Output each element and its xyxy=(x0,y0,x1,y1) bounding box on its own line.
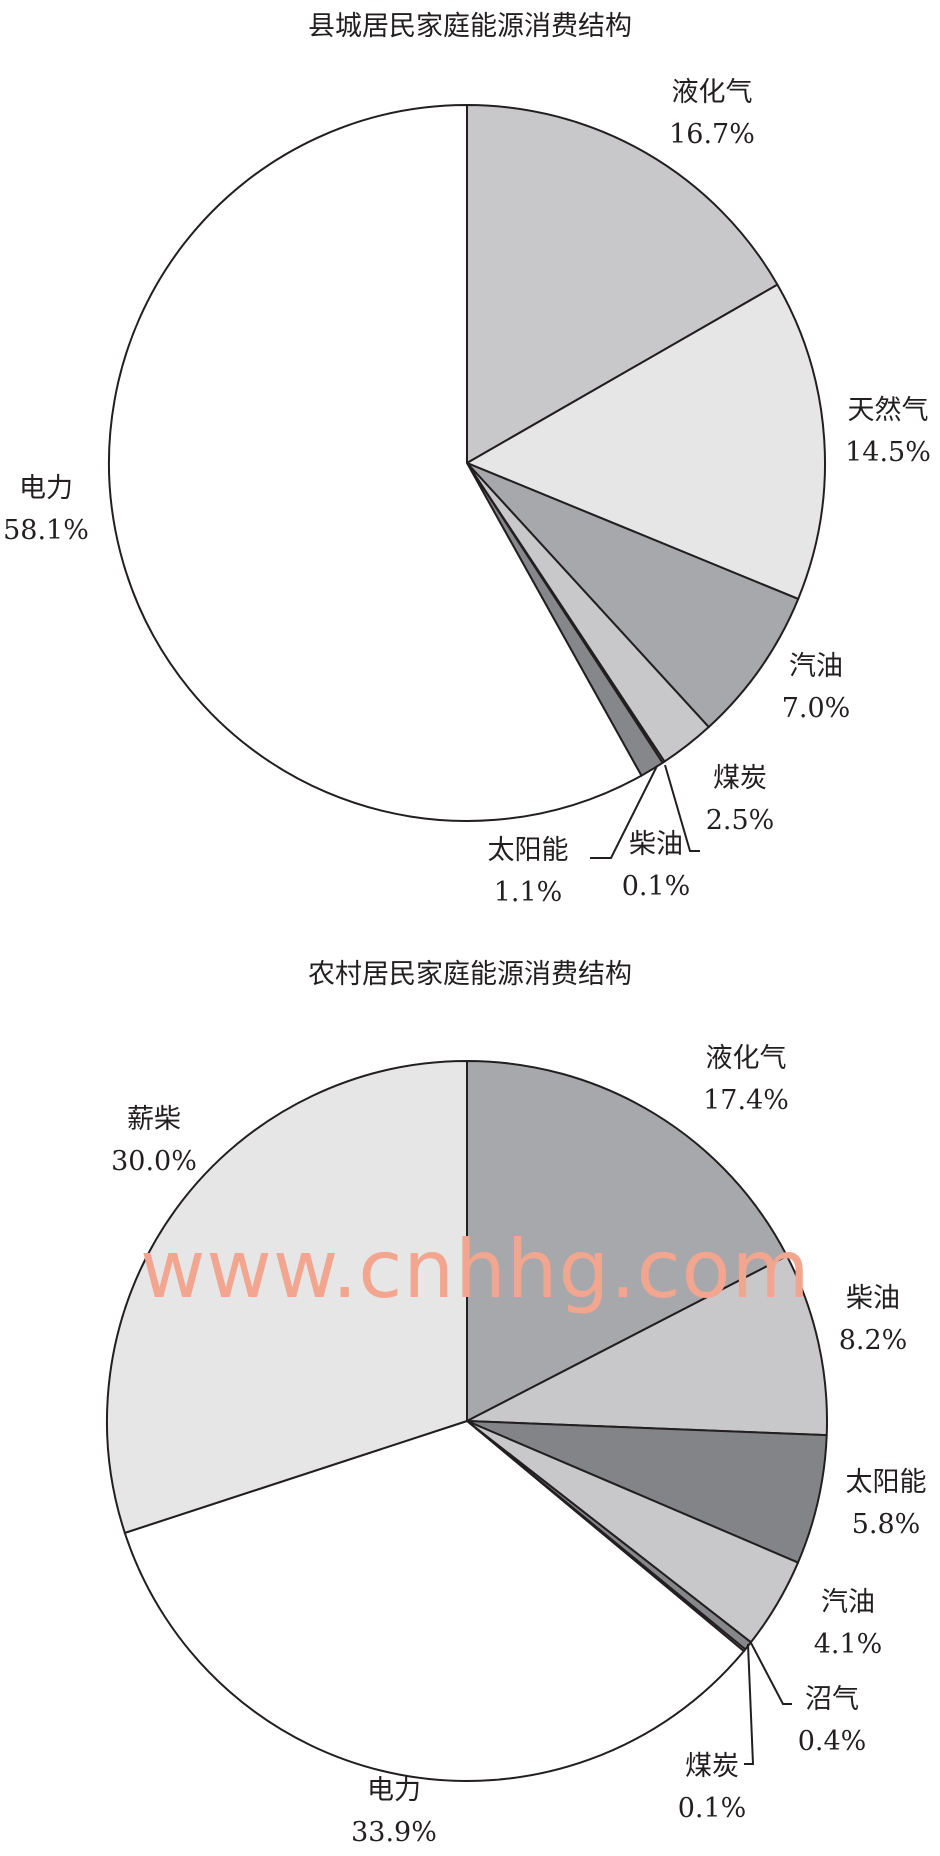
label-county-solar: 太阳能 1.1% xyxy=(487,835,569,908)
leader-county-solar xyxy=(590,765,658,859)
pie-slice-0-2 xyxy=(466,462,800,729)
label-rural-gasoline: 汽油 4.1% xyxy=(813,1587,883,1660)
label-county-coal: 煤炭 2.5% xyxy=(705,763,775,836)
label-county-electricity: 电力 58.1% xyxy=(3,473,89,546)
leader-rural-biogas xyxy=(749,1640,792,1705)
label-county-diesel: 柴油 0.1% xyxy=(621,829,691,902)
label-rural-electricity: 电力 33.9% xyxy=(351,1775,437,1848)
label-rural-solar: 太阳能 5.8% xyxy=(845,1467,927,1540)
label-rural-diesel: 柴油 8.2% xyxy=(838,1283,908,1356)
pie-slice-1-7 xyxy=(106,1060,468,1534)
pie-slice-1-6 xyxy=(123,1420,745,1782)
label-rural-biogas: 沼气 0.4% xyxy=(797,1684,867,1757)
label-county-gasoline: 汽油 7.0% xyxy=(781,651,851,724)
label-rural-firewood: 薪柴 30.0% xyxy=(111,1104,197,1177)
pie-slice-0-6 xyxy=(108,104,643,822)
watermark: www.cnhhg.com xyxy=(140,1223,811,1316)
pie-slice-1-2 xyxy=(466,1420,828,1564)
label-county-natural-gas: 天然气 14.5% xyxy=(845,395,931,468)
label-county-lpg: 液化气 16.7% xyxy=(669,77,755,150)
pie-slice-0-1 xyxy=(466,283,826,600)
pie-slice-1-1 xyxy=(466,1254,828,1437)
chart-title-county: 县城居民家庭能源消费结构 xyxy=(308,11,632,42)
label-rural-coal: 煤炭 0.1% xyxy=(677,1751,747,1824)
label-rural-lpg: 液化气 17.4% xyxy=(703,1043,789,1116)
chart-title-rural: 农村居民家庭能源消费结构 xyxy=(308,959,632,990)
leader-rural-coal xyxy=(744,1643,755,1765)
pie-slice-0-0 xyxy=(466,104,779,464)
leader-county-diesel xyxy=(664,764,700,852)
pie-slice-1-0 xyxy=(466,1060,788,1422)
